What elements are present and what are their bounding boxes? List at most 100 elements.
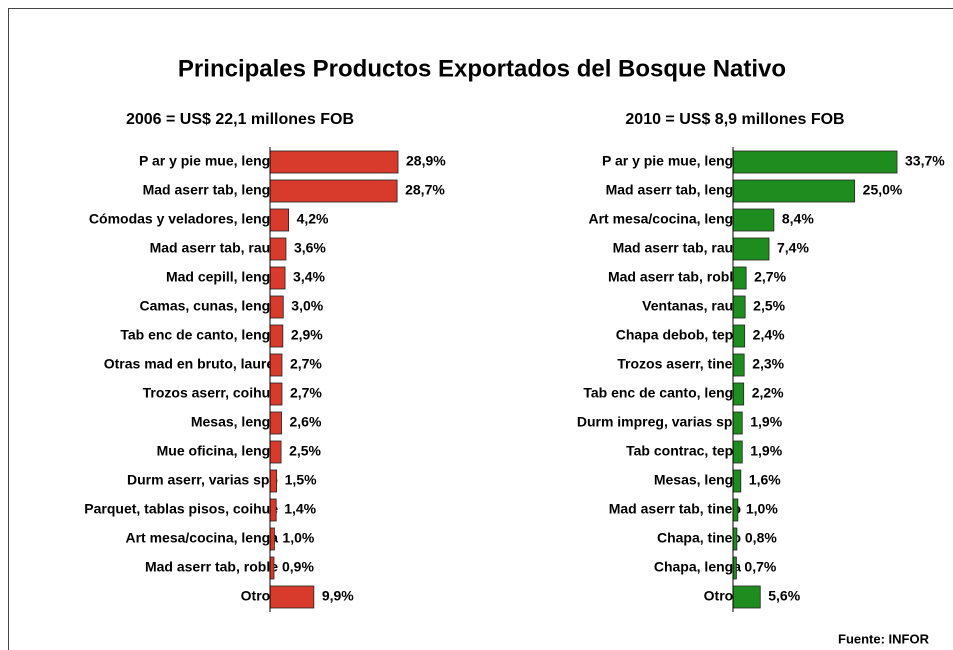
value-label: 1,0% bbox=[282, 530, 314, 546]
category-label: Otros bbox=[704, 588, 742, 604]
bar bbox=[269, 527, 275, 551]
category-label: Mue oficina, lenga bbox=[157, 443, 279, 459]
bar bbox=[732, 208, 775, 232]
category-label: P ar y pie mue, lenga bbox=[139, 153, 278, 169]
bar bbox=[269, 469, 278, 493]
bar bbox=[732, 440, 743, 464]
category-label: Mad aserr tab, raulí bbox=[613, 240, 742, 256]
bar bbox=[732, 324, 746, 348]
bar bbox=[732, 150, 898, 174]
category-label: Otras mad en bruto, laurel bbox=[104, 356, 278, 372]
value-label: 2,7% bbox=[290, 385, 322, 401]
value-label: 2,3% bbox=[752, 356, 784, 372]
value-label: 1,6% bbox=[749, 472, 781, 488]
value-label: 2,5% bbox=[753, 298, 785, 314]
category-label: Tab contrac, tepa bbox=[626, 443, 741, 459]
bar bbox=[269, 411, 282, 435]
bar bbox=[732, 382, 745, 406]
value-label: 1,5% bbox=[285, 472, 317, 488]
category-label: Trozos aserr, coihue bbox=[143, 385, 279, 401]
category-label: Tab enc de canto, lenga bbox=[120, 327, 278, 343]
bar bbox=[269, 295, 284, 319]
category-label: Ventanas, raulí bbox=[642, 298, 742, 314]
category-label: Chapa debob, tepa bbox=[616, 327, 741, 343]
frame bbox=[8, 8, 953, 650]
category-label: Mad aserr tab, lenga bbox=[143, 182, 279, 198]
bar bbox=[269, 237, 287, 261]
category-label: Tab enc de canto, lenga bbox=[583, 385, 741, 401]
category-label: Mad aserr tab, roble bbox=[145, 559, 278, 575]
chart-subtitle: 2010 = US$ 8,9 millones FOB bbox=[625, 111, 844, 128]
value-label: 9,9% bbox=[322, 588, 354, 604]
value-label: 5,6% bbox=[768, 588, 800, 604]
bar bbox=[732, 295, 746, 319]
value-label: 28,7% bbox=[405, 182, 445, 198]
value-label: 2,6% bbox=[290, 414, 322, 430]
value-label: 33,7% bbox=[905, 153, 945, 169]
category-label: Mad cepill, lenga bbox=[166, 269, 278, 285]
category-label: Mesas, lenga bbox=[191, 414, 278, 430]
bar bbox=[269, 353, 283, 377]
bar bbox=[269, 208, 290, 232]
value-label: 1,4% bbox=[284, 501, 316, 517]
value-label: 1,0% bbox=[746, 501, 778, 517]
bar bbox=[732, 469, 742, 493]
bar bbox=[732, 527, 738, 551]
category-label: Art mesa/cocina, lenga bbox=[588, 211, 741, 227]
value-label: 2,7% bbox=[290, 356, 322, 372]
category-label: Mad aserr tab, roble bbox=[608, 269, 741, 285]
bar bbox=[732, 498, 739, 522]
value-label: 0,7% bbox=[744, 559, 776, 575]
value-label: 2,2% bbox=[752, 385, 784, 401]
source-note: Fuente: INFOR bbox=[838, 631, 930, 646]
bar bbox=[732, 411, 743, 435]
category-label: Durm aserr, varias spp bbox=[127, 472, 278, 488]
value-label: 0,9% bbox=[282, 559, 314, 575]
value-label: 7,4% bbox=[777, 240, 809, 256]
value-label: 3,0% bbox=[291, 298, 323, 314]
value-label: 28,9% bbox=[406, 153, 446, 169]
bar bbox=[269, 179, 398, 203]
bar bbox=[269, 324, 284, 348]
bar bbox=[732, 237, 770, 261]
bar bbox=[269, 266, 286, 290]
bar bbox=[269, 585, 315, 609]
value-label: 2,4% bbox=[753, 327, 785, 343]
category-label: P ar y pie mue, lenga bbox=[602, 153, 741, 169]
bar bbox=[269, 556, 275, 580]
value-label: 3,4% bbox=[293, 269, 325, 285]
value-label: 1,9% bbox=[750, 443, 782, 459]
value-label: 25,0% bbox=[863, 182, 903, 198]
category-label: Cómodas y veladores, lenga bbox=[89, 211, 278, 227]
value-label: 4,2% bbox=[297, 211, 329, 227]
category-label: Mad aserr tab, lenga bbox=[606, 182, 742, 198]
bar bbox=[269, 150, 399, 174]
category-label: Otros bbox=[241, 588, 279, 604]
value-label: 0,8% bbox=[745, 530, 777, 546]
category-label: Chapa, tineo bbox=[657, 530, 741, 546]
bar bbox=[732, 585, 761, 609]
chart-subtitle: 2006 = US$ 22,1 millones FOB bbox=[126, 111, 354, 128]
value-label: 2,7% bbox=[754, 269, 786, 285]
category-label: Camas, cunas, lenga bbox=[139, 298, 278, 314]
value-label: 1,9% bbox=[750, 414, 782, 430]
category-label: Trozos aserr, tineo bbox=[617, 356, 741, 372]
bar bbox=[732, 179, 856, 203]
bar bbox=[269, 440, 282, 464]
value-label: 2,5% bbox=[289, 443, 321, 459]
category-label: Mesas, lenga bbox=[654, 472, 741, 488]
chart-title: Principales Productos Exportados del Bos… bbox=[178, 55, 786, 82]
category-label: Parquet, tablas pisos, coihue bbox=[84, 501, 278, 517]
value-label: 3,6% bbox=[294, 240, 326, 256]
bar bbox=[269, 498, 277, 522]
category-label: Mad aserr tab, raulí bbox=[150, 240, 279, 256]
bar bbox=[732, 353, 745, 377]
category-label: Durm impreg, varias spp bbox=[577, 414, 741, 430]
bar bbox=[732, 556, 737, 580]
bar bbox=[269, 382, 283, 406]
bar bbox=[732, 266, 747, 290]
category-label: Mad aserr tab, tineo bbox=[609, 501, 741, 517]
value-label: 8,4% bbox=[782, 211, 814, 227]
